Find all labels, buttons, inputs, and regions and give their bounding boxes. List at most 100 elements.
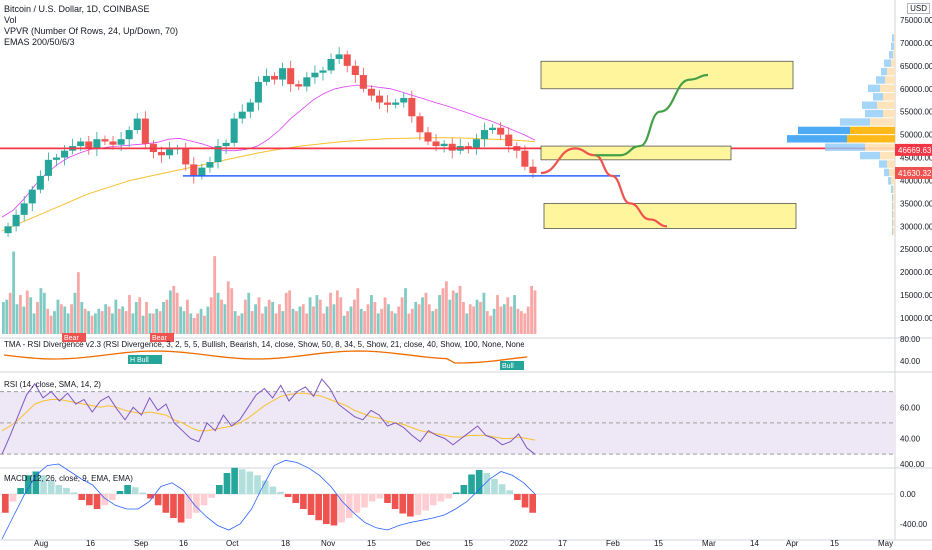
- vol-legend[interactable]: Vol: [4, 15, 17, 25]
- price-candle: [400, 97, 408, 103]
- price-candle: [206, 162, 214, 168]
- volume-bar: [312, 306, 315, 334]
- macd-histogram-bar: [261, 480, 269, 494]
- volume-profile-up: [787, 135, 847, 143]
- rsi-ma-line: [1, 392, 536, 441]
- volume-bar: [117, 308, 121, 334]
- price-candle: [375, 95, 384, 103]
- volume-bar: [342, 315, 346, 334]
- volume-bar: [19, 295, 22, 334]
- time-tick-label: 15: [654, 539, 663, 548]
- volume-bar: [496, 295, 499, 334]
- macd-histogram-bar: [506, 490, 514, 494]
- volume-bar: [237, 315, 240, 334]
- macd-histogram-bar: [407, 494, 414, 517]
- volume-bar: [414, 301, 418, 334]
- time-tick-label: 15: [464, 539, 473, 548]
- tma-legend[interactable]: TMA - RSI Divergence v2.3 (RSI Divergenc…: [4, 340, 524, 349]
- volume-bar: [427, 304, 431, 334]
- bear-projection-line: [540, 147, 668, 228]
- volume-bar: [373, 301, 377, 334]
- volume-bar: [179, 306, 183, 334]
- volume-bar: [121, 306, 125, 334]
- current-price-tag: [895, 166, 932, 179]
- price-tick-label: 20000.00: [900, 268, 932, 277]
- time-tick-label: 15: [830, 539, 839, 548]
- price-tick-label: 70000.00: [900, 39, 932, 48]
- current-price-tag-text: 41630.32: [898, 169, 932, 178]
- macd-line: [1, 459, 536, 540]
- volume-profile-down: [850, 126, 895, 135]
- volume-profile-up: [888, 177, 891, 185]
- volume-bar: [444, 281, 448, 334]
- macd-histogram-bar: [384, 494, 391, 503]
- price-tick-label: 35000.00: [900, 199, 932, 208]
- volume-profile-down: [887, 160, 895, 168]
- volume-profile-down: [893, 51, 895, 59]
- volume-profile-up: [860, 151, 880, 160]
- currency-label[interactable]: USD: [907, 3, 930, 14]
- emas-legend[interactable]: EMAS 200/50/6/3: [4, 37, 75, 47]
- macd-histogram-bar: [93, 494, 101, 509]
- macd-histogram-bar: [63, 488, 70, 494]
- volume-profile-up: [891, 42, 894, 51]
- volume-bar: [42, 292, 46, 334]
- volume-profile-up: [876, 76, 885, 84]
- volume-bar: [492, 308, 496, 334]
- volume-bar: [475, 299, 479, 334]
- price-tick-label: 45000.00: [900, 154, 932, 163]
- volume-bar: [417, 304, 421, 334]
- volume-bar: [502, 304, 506, 334]
- volume-bar: [390, 311, 394, 334]
- rsi-legend[interactable]: RSI (14, close, SMA, 14, 2): [4, 380, 101, 389]
- volume-profile-down: [870, 118, 895, 126]
- macd-histogram-bar: [162, 494, 170, 513]
- volume-bar: [410, 308, 414, 334]
- marked-price-tag-text: 46669.63: [898, 146, 932, 155]
- rsi-line: [1, 378, 536, 455]
- price-candle: [505, 134, 513, 147]
- volume-bar: [107, 306, 111, 334]
- signal-badge: [62, 333, 86, 342]
- time-tick-label: Mar: [702, 539, 716, 548]
- volume-bar: [513, 295, 516, 334]
- price-candle: [335, 54, 343, 59]
- signal-badge-text: Bull: [502, 363, 514, 370]
- volume-profile-up: [798, 126, 850, 135]
- volume-bar: [80, 301, 84, 334]
- vpvr-legend[interactable]: VPVR (Number Of Rows, 24, Up/Down, 70): [4, 26, 179, 36]
- macd-histogram-bar: [78, 494, 86, 500]
- volume-bar: [404, 288, 407, 334]
- price-candle: [141, 118, 149, 144]
- volume-bar: [482, 292, 486, 334]
- volume-bar: [2, 301, 5, 334]
- price-tick-label: 40000.00: [900, 176, 932, 185]
- volume-bar: [189, 313, 193, 334]
- macd-legend[interactable]: MACD (12, 26, close, 9, EMA, EMA): [4, 474, 133, 483]
- volume-bar: [114, 299, 118, 334]
- signal-badge-text: Bear: [64, 335, 79, 342]
- price-candle: [93, 139, 101, 149]
- volume-profile-down: [847, 135, 895, 143]
- volume-bar: [329, 292, 332, 334]
- signal-badge-text: H Bull: [130, 357, 149, 364]
- macd-histogram-bar: [345, 494, 353, 518]
- volume-profile-up: [840, 118, 870, 126]
- volume-profile-down: [894, 42, 895, 51]
- volume-profile-up: [892, 193, 893, 202]
- volume-bar: [233, 311, 237, 334]
- price-candle: [246, 102, 254, 112]
- volume-bar: [134, 301, 138, 334]
- time-tick-label: 18: [281, 539, 290, 548]
- macd-histogram-bar: [452, 492, 460, 494]
- volume-profile-down: [885, 76, 895, 84]
- price-tick-label: 10000.00: [900, 314, 932, 323]
- symbol-title[interactable]: Bitcoin / U.S. Dollar, 1D, COINBASE: [4, 4, 150, 14]
- price-candle: [472, 139, 480, 149]
- volume-bar: [264, 306, 268, 334]
- macd-histogram-bar: [101, 494, 108, 506]
- volume-bar: [441, 288, 445, 334]
- macd-histogram-bar: [399, 494, 407, 514]
- volume-bar: [240, 313, 244, 334]
